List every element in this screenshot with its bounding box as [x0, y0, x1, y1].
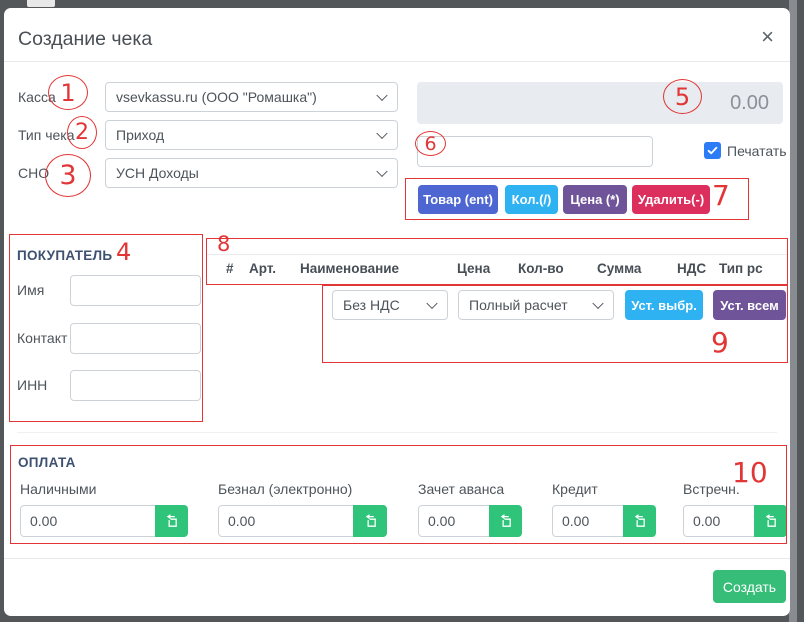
delete-button[interactable]: Удалить(-)	[632, 185, 710, 214]
set-all-button[interactable]: Уст. всем	[713, 290, 786, 320]
fill-cash-button[interactable]	[155, 505, 188, 537]
price-button[interactable]: Цена (*)	[563, 185, 627, 214]
col-header-art: Арт.	[249, 261, 276, 276]
backdrop-artifact	[27, 0, 55, 7]
annotation-number-4: 4	[116, 238, 132, 266]
chevron-down-icon	[376, 127, 388, 140]
vat-select[interactable]: Без НДС	[332, 290, 448, 320]
buyer-name-label: Имя	[17, 282, 45, 298]
fill-amount-icon	[166, 513, 177, 527]
backdrop-scrollbar	[789, 0, 797, 622]
buyer-section-title: ПОКУПАТЕЛЬ	[17, 248, 113, 263]
create-button[interactable]: Создать	[713, 570, 786, 603]
annotation-circle-3: 3	[45, 154, 91, 197]
annotation-number-9: 9	[711, 326, 729, 359]
fill-amount-icon	[365, 513, 376, 527]
check-icon	[707, 146, 718, 155]
sno-select-value: УСН Доходы	[116, 165, 199, 181]
payment-section-title: ОПЛАТА	[18, 455, 76, 470]
sno-label: СНО	[18, 165, 50, 181]
fill-credit-button[interactable]	[623, 505, 656, 537]
create-receipt-modal: Создание чека × Касса vsevkassu.ru (ООО …	[4, 8, 790, 616]
item-entry-input[interactable]	[417, 136, 653, 167]
chevron-down-icon	[376, 89, 388, 102]
add-product-button[interactable]: Товар (ent)	[418, 185, 498, 214]
fill-amount-icon	[765, 513, 776, 527]
header-divider	[4, 61, 790, 62]
chevron-down-icon	[426, 297, 438, 310]
buyer-name-input[interactable]	[70, 275, 201, 306]
kassa-select-value: vsevkassu.ru (ООО "Ромашка")	[116, 89, 317, 105]
buyer-inn-input[interactable]	[70, 370, 201, 401]
col-header-name: Наименование	[300, 261, 400, 276]
buyer-inn-label: ИНН	[17, 377, 48, 393]
col-header-sum: Сумма	[597, 261, 642, 276]
col-header-qty: Кол-во	[518, 261, 564, 276]
annotation-number-1: 1	[60, 78, 76, 107]
annotation-number-7: 7	[712, 179, 730, 212]
table-top-border	[206, 254, 788, 255]
calc-method-select[interactable]: Полный расчет	[458, 290, 614, 320]
fill-counter-button[interactable]	[754, 505, 787, 537]
sno-select[interactable]: УСН Доходы	[105, 158, 398, 188]
table-header-border	[206, 284, 788, 285]
col-header-price: Цена	[457, 261, 491, 276]
section-divider	[17, 432, 777, 433]
annotation-number-3: 3	[59, 160, 77, 191]
quantity-button[interactable]: Кол.(/)	[505, 185, 558, 214]
chevron-down-icon	[592, 297, 604, 310]
close-icon[interactable]: ×	[761, 24, 774, 49]
payment-card-input[interactable]	[218, 505, 354, 537]
col-header-index: #	[226, 261, 234, 276]
buyer-contact-label: Контакт	[17, 330, 68, 346]
receipt-type-select-value: Приход	[116, 127, 165, 143]
vat-select-value: Без НДС	[343, 297, 400, 313]
print-checkbox[interactable]	[704, 142, 721, 159]
modal-title: Создание чека	[18, 28, 153, 50]
print-checkbox-label: Печатать	[727, 143, 787, 159]
payment-counter-input[interactable]	[683, 505, 755, 537]
fill-amount-icon	[634, 513, 645, 527]
payment-counter-label: Встречн.	[683, 481, 740, 497]
set-selected-button[interactable]: Уст. выбр.	[625, 290, 703, 320]
receipt-type-select[interactable]: Приход	[105, 120, 398, 150]
payment-credit-label: Кредит	[552, 481, 598, 497]
fill-card-button[interactable]	[353, 505, 387, 537]
payment-cash-label: Наличными	[20, 481, 97, 497]
col-header-vat: НДС	[677, 261, 707, 276]
payment-card-label: Безнал (электронно)	[218, 481, 353, 497]
payment-cash-input[interactable]	[20, 505, 156, 537]
fill-prepaid-button[interactable]	[489, 505, 522, 537]
footer-divider	[4, 558, 790, 559]
payment-credit-input[interactable]	[552, 505, 624, 537]
chevron-down-icon	[376, 165, 388, 178]
receipt-total-display: 0.00	[417, 82, 783, 124]
calc-method-select-value: Полный расчет	[469, 297, 568, 313]
payment-prepaid-input[interactable]	[418, 505, 490, 537]
annotation-number-2: 2	[75, 120, 89, 145]
buyer-contact-input[interactable]	[70, 323, 201, 354]
receipt-type-label: Тип чека	[18, 127, 75, 143]
annotation-number-8: 8	[217, 232, 231, 256]
kassa-label: Касса	[18, 89, 56, 105]
payment-prepaid-label: Зачет аванса	[418, 481, 505, 497]
kassa-select[interactable]: vsevkassu.ru (ООО "Ромашка")	[105, 82, 398, 112]
col-header-calc-type: Тип рс	[719, 261, 763, 276]
fill-amount-icon	[500, 513, 511, 527]
